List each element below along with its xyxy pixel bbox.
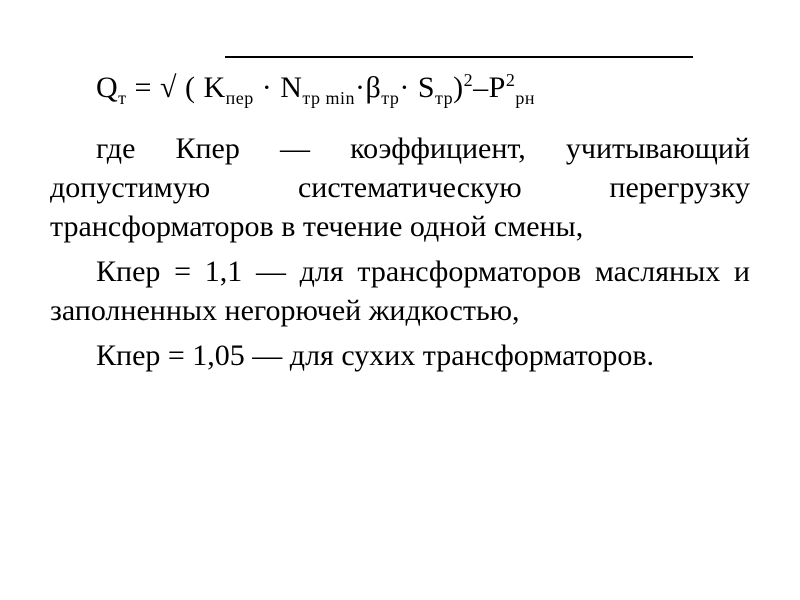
open-paren: ( <box>177 71 204 104</box>
sub-p: рн <box>515 88 535 108</box>
sub-n: тр min <box>302 88 355 108</box>
dot3: · <box>399 71 418 104</box>
symbol-n: N <box>280 71 302 104</box>
dot1: · <box>254 71 281 104</box>
paragraph-3: Кпер = 1,05 — для сухих трансформаторов. <box>50 336 750 375</box>
dot2: · <box>355 71 366 104</box>
symbol-beta: β <box>366 71 382 104</box>
sub-q: т <box>118 88 126 108</box>
sub-s: тр <box>435 88 453 108</box>
sub-k: пер <box>226 88 254 108</box>
symbol-k: K <box>203 71 225 104</box>
formula: Qт = √ ( Kпер · Nтр min·βтр· Sтр)2–P2рн <box>50 70 750 109</box>
sup-1: 2 <box>464 70 474 90</box>
close-paren: ) <box>453 71 464 104</box>
symbol-s: S <box>418 71 435 104</box>
formula-block: Qт = √ ( Kпер · Nтр min·βтр· Sтр)2–P2рн <box>50 70 750 109</box>
sqrt-symbol: √ <box>160 71 177 104</box>
minus: – <box>473 71 489 104</box>
paragraph-2: Кпер = 1,1 — для трансформаторов масляны… <box>50 252 750 330</box>
sup-2: 2 <box>506 70 516 90</box>
paragraph-1: где Кпер — коэффициент, учитывающий допу… <box>50 129 750 246</box>
symbol-q: Q <box>96 71 118 104</box>
sub-beta: тр <box>381 88 399 108</box>
equals: = <box>127 71 160 104</box>
symbol-p: P <box>489 71 506 104</box>
sqrt-overline <box>225 56 693 58</box>
